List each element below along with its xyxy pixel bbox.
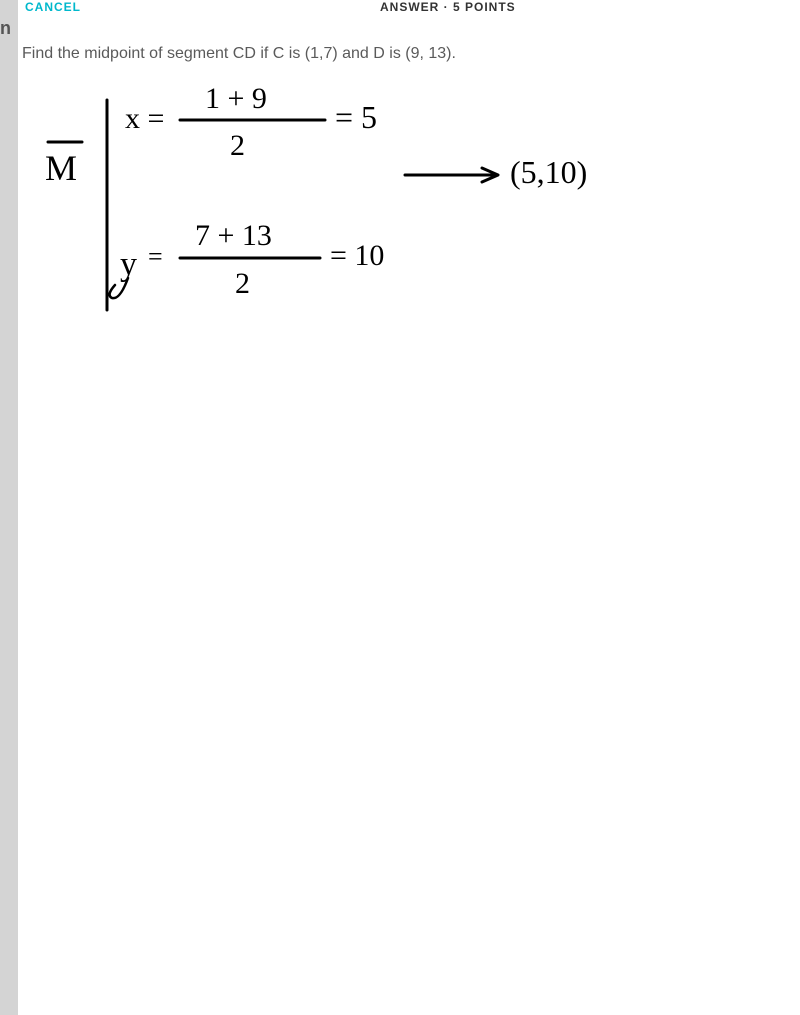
- left-sidebar: [0, 0, 18, 1015]
- y-denominator: 2: [235, 267, 250, 300]
- y-result: = 10: [330, 239, 384, 272]
- cancel-button[interactable]: CANCEL: [25, 0, 81, 14]
- svg-text:=: =: [148, 242, 163, 271]
- y-numerator: 7 + 13: [195, 219, 272, 252]
- m-label: M: [45, 148, 77, 188]
- handwriting-svg: M x = 1 + 9 2 = 5 (5,10) y = 7 + 13: [20, 80, 780, 980]
- answer-points-label: ANSWER · 5 POINTS: [380, 0, 516, 14]
- x-denominator: 2: [230, 129, 245, 162]
- handwriting-work-area: M x = 1 + 9 2 = 5 (5,10) y = 7 + 13: [20, 80, 780, 980]
- x-numerator: 1 + 9: [205, 82, 267, 115]
- x-result: = 5: [335, 99, 377, 135]
- question-text: Find the midpoint of segment CD if C is …: [22, 45, 456, 63]
- x-equals: x =: [125, 102, 164, 135]
- header-bar: CANCEL ANSWER · 5 POINTS: [25, 0, 800, 25]
- left-tab-indicator: n: [0, 18, 10, 39]
- final-answer: (5,10): [510, 154, 587, 190]
